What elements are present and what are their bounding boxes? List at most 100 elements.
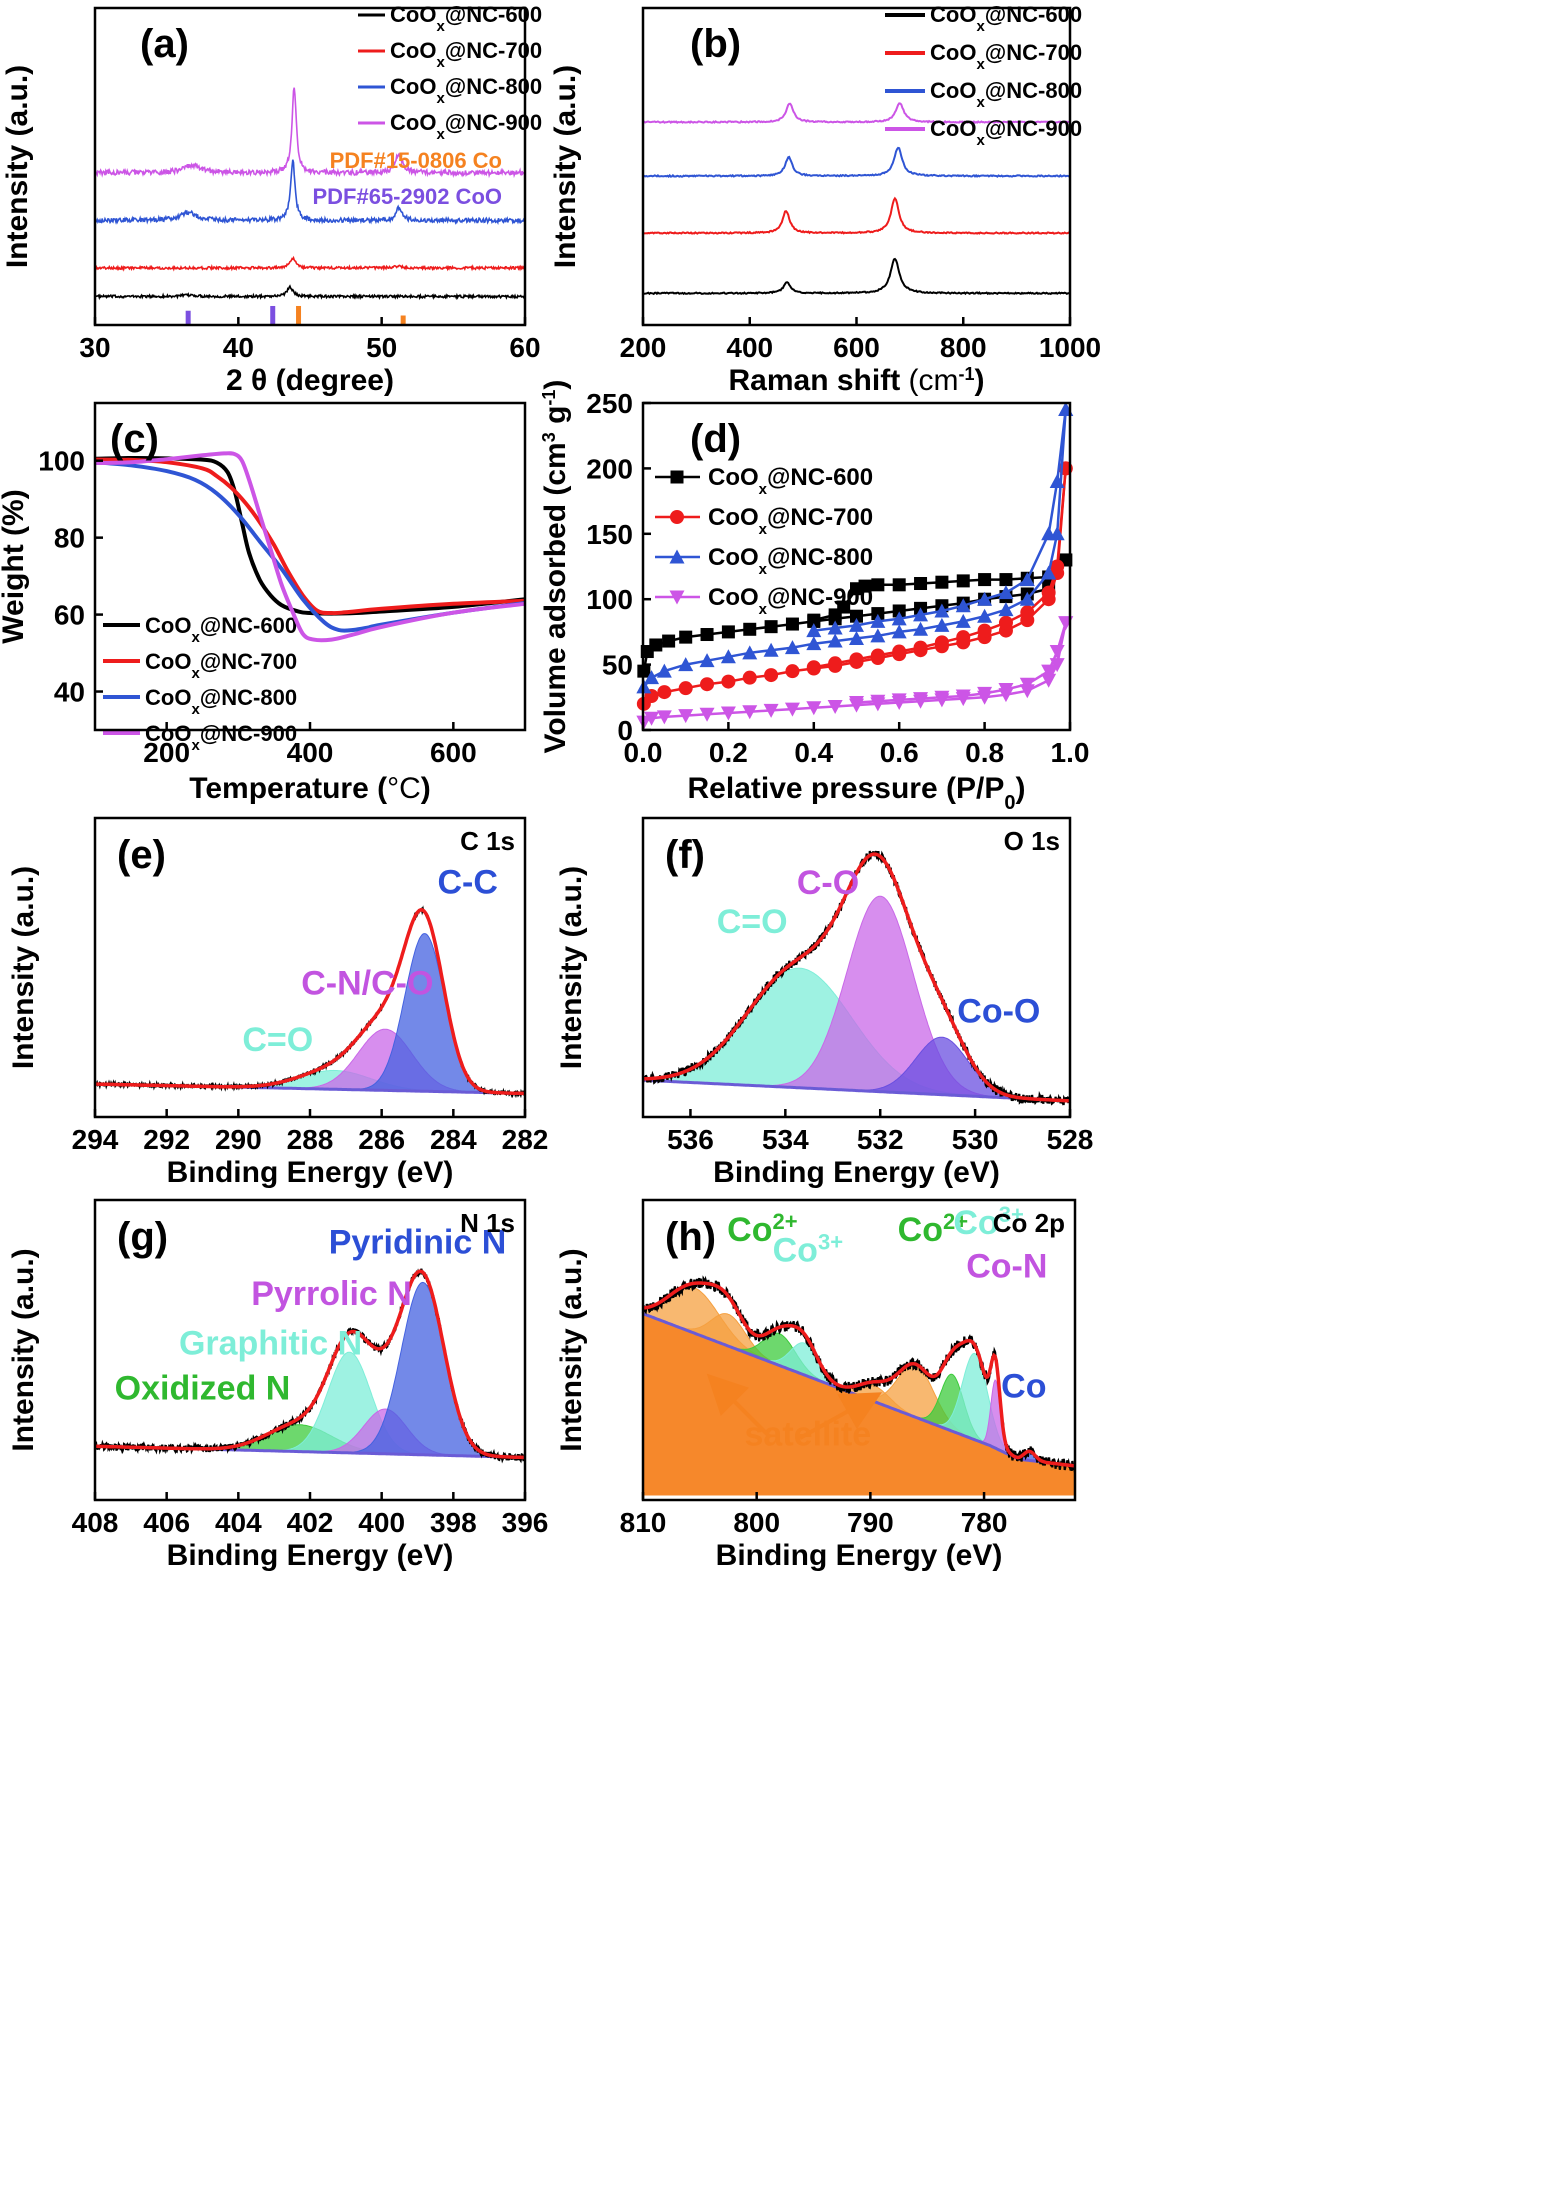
panel-e-xps: C=O C-N/C-O C-C 294 292 290 288 286 284 282 (e) C 1… [7, 816, 549, 1189]
marker-square [871, 607, 885, 621]
y-axis-title-f: Intensity (a.u.) [555, 866, 588, 1069]
x-axis-title: Temperature (°C) [189, 772, 431, 805]
marker-square [785, 617, 799, 631]
x-tick-label-g: 402 [287, 1507, 334, 1538]
marker-triangle-down [763, 703, 779, 718]
x-axis-title: 2 θ (degree) [226, 364, 394, 397]
peak-annotation: Co-N [966, 1247, 1047, 1285]
x-tick-label-d: 0.4 [794, 737, 833, 768]
panel-label: (f) [665, 833, 705, 877]
y-tick-label-c: 40 [54, 677, 85, 708]
legend-label: CoOx@NC-800 [390, 74, 542, 107]
marker-triangle-up [644, 670, 660, 685]
peak-annotation: C-N/C-O [301, 965, 433, 1003]
marker-triangle-up [656, 663, 672, 678]
peak-annotation: Graphitic N [179, 1324, 362, 1362]
marker-circle [977, 623, 992, 638]
marker-triangle-up [742, 645, 758, 660]
series-line-tga [94, 451, 526, 643]
legend-label: CoOx@NC-800 [708, 544, 873, 578]
x-tick-label-e: 282 [502, 1124, 549, 1155]
x-tick-label-e: 284 [430, 1124, 477, 1155]
x-tick-label-h: 780 [961, 1507, 1008, 1538]
legend-label: CoOx@NC-700 [390, 38, 542, 71]
series-line-tga [94, 460, 526, 633]
marker-circle [1041, 585, 1056, 600]
x-tick-label-d: 0.6 [880, 737, 919, 768]
marker-circle [956, 630, 971, 645]
marker-triangle-down [955, 689, 971, 704]
core-level-label: C 1s [460, 826, 515, 856]
marker-square [670, 470, 684, 484]
marker-triangle-up [827, 620, 843, 635]
panel-a-xrd: CoOx@NC-600CoOx@NC-700CoOx@NC-800CoOx@NC… [1, 2, 542, 397]
marker-circle [1020, 605, 1035, 620]
marker-triangle-up [1041, 565, 1057, 580]
x-tick-label-f: 534 [762, 1124, 809, 1155]
panel-label: (g) [117, 1215, 168, 1259]
marker-circle [870, 648, 885, 663]
x-tick-label-e: 286 [358, 1124, 405, 1155]
x-tick-label-g: 398 [430, 1507, 477, 1538]
marker-square [999, 573, 1013, 587]
marker-circle [700, 677, 715, 692]
marker-triangle-up [870, 628, 886, 643]
marker-triangle-down [913, 692, 929, 707]
marker-circle [742, 670, 757, 685]
core-level-label: O 1s [1004, 826, 1060, 856]
x-tick-label-e: 294 [72, 1124, 119, 1155]
satellite-arrow [706, 1373, 772, 1439]
marker-triangle-up [678, 657, 694, 672]
marker-triangle-down [699, 707, 715, 722]
marker-triangle-up [784, 640, 800, 655]
marker-triangle-up [891, 624, 907, 639]
legend-label: CoOx@NC-900 [390, 110, 542, 143]
x-tick-label-e: 290 [215, 1124, 262, 1155]
marker-square [662, 634, 676, 648]
marker-square [721, 625, 735, 639]
series-line-xrd [94, 284, 526, 301]
marker-square [807, 613, 821, 627]
y-axis-title-h: Intensity (a.u.) [555, 1248, 588, 1451]
marker-square [700, 628, 714, 642]
peak-annotation: Co-O [957, 993, 1040, 1031]
peak-annotation: Pyrrolic N [251, 1275, 412, 1313]
marker-triangle-up [1019, 572, 1035, 587]
x-tick-label-b: 1000 [1039, 332, 1101, 363]
peak-annotation: Oxidized N [115, 1369, 291, 1407]
marker-square [850, 582, 863, 596]
marker-square [914, 577, 928, 591]
legend-label: CoOx@NC-700 [145, 649, 297, 682]
marker-square [871, 578, 885, 592]
marker-triangle-up [998, 585, 1014, 600]
marker-square [743, 622, 757, 636]
marker-triangle-down [1049, 645, 1065, 660]
marker-square [978, 573, 992, 587]
legend-label: CoOx@NC-800 [930, 78, 1082, 111]
marker-circle [849, 652, 864, 667]
series-line-xrd [94, 159, 526, 226]
x-axis-title: Raman shift (cm-1) [728, 364, 984, 397]
marker-circle [892, 644, 907, 659]
marker-triangle-up [806, 636, 822, 651]
x-tick-label-c: 400 [287, 737, 334, 768]
marker-triangle-up [870, 613, 886, 628]
x-tick-label-d: 0.2 [709, 737, 748, 768]
x-tick-label-d: 0.8 [965, 737, 1004, 768]
marker-triangle-up [977, 608, 993, 623]
x-axis-title: Binding Energy (eV) [167, 1539, 454, 1572]
marker-triangle-down [644, 711, 660, 726]
marker-triangle-down [669, 590, 685, 605]
x-tick-label-b: 600 [833, 332, 880, 363]
fit-envelope-line [94, 908, 526, 1096]
marker-triangle-up [849, 617, 864, 632]
x-axis-title: Relative pressure (P/P0) [688, 772, 1026, 814]
marker-square [649, 638, 663, 652]
peak-annotation: C-O [797, 864, 859, 902]
peak-annotation: Pyridinic N [329, 1224, 507, 1262]
y-tick-label-d: 250 [586, 388, 633, 419]
legend-label: CoOx@NC-600 [145, 613, 297, 646]
x-tick-label-g: 404 [215, 1507, 262, 1538]
